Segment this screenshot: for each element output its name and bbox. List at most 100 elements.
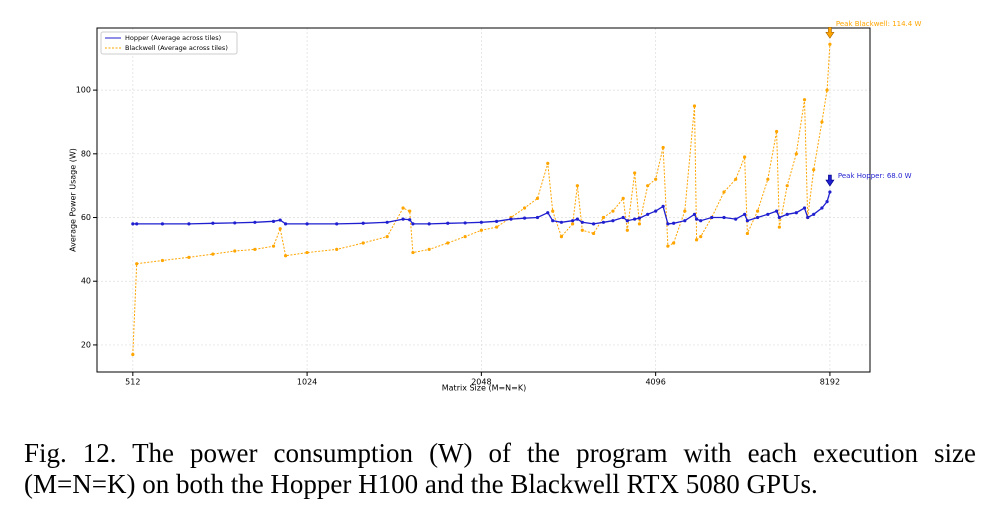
point-marker — [734, 217, 738, 221]
point-marker — [646, 212, 650, 216]
point-marker — [575, 184, 579, 188]
point-marker — [479, 220, 483, 224]
point-marker — [745, 219, 749, 223]
point-marker — [722, 190, 726, 194]
point-marker — [211, 252, 215, 256]
point-marker — [305, 222, 309, 226]
point-marker — [401, 206, 405, 210]
point-marker — [766, 212, 770, 216]
point-marker — [828, 190, 832, 194]
point-marker — [775, 209, 779, 213]
series-line — [132, 191, 831, 225]
point-marker — [427, 247, 431, 251]
chart: Matrix Size (M=N=K) Average Power Usage … — [69, 20, 922, 393]
y-axis-label: Average Power Usage (W) — [69, 148, 78, 252]
point-marker — [625, 219, 629, 223]
point-marker — [522, 206, 527, 210]
point-marker — [710, 215, 714, 220]
point-marker — [408, 218, 412, 222]
point-marker — [812, 168, 816, 172]
point-marker — [535, 215, 540, 220]
point-marker — [611, 209, 615, 213]
point-marker — [601, 215, 606, 220]
point-marker — [408, 209, 412, 213]
point-marker — [361, 221, 365, 225]
point-marker — [621, 215, 625, 220]
point-marker — [637, 216, 642, 220]
point-marker — [743, 155, 747, 159]
point-marker — [661, 145, 665, 150]
point-marker — [335, 222, 339, 226]
point-marker — [233, 221, 237, 225]
point-marker — [283, 222, 288, 226]
caption: Fig. 12. The power consumption (W) of th… — [24, 438, 976, 499]
point-marker — [683, 219, 687, 223]
point-marker — [646, 184, 650, 188]
series-line — [132, 44, 831, 355]
point-marker — [794, 152, 798, 156]
point-marker — [785, 184, 789, 188]
point-marker — [559, 235, 564, 239]
point-marker — [637, 222, 642, 226]
point-marker — [479, 228, 483, 232]
point-marker — [766, 177, 770, 181]
y-tick-label: 60 — [81, 213, 91, 222]
point-marker — [233, 249, 237, 253]
point-marker — [633, 171, 637, 175]
point-marker — [699, 235, 703, 239]
point-marker — [785, 212, 789, 216]
point-marker — [385, 235, 389, 239]
point-marker — [654, 177, 658, 181]
x-tick-label: 1024 — [297, 378, 317, 387]
point-marker — [802, 206, 807, 210]
point-marker — [551, 219, 555, 223]
point-marker — [571, 222, 575, 226]
point-marker — [672, 221, 676, 225]
point-marker — [825, 88, 829, 92]
point-marker — [463, 235, 467, 239]
point-marker — [621, 196, 625, 201]
x-tick-label: 8192 — [820, 378, 840, 387]
point-marker — [777, 215, 781, 220]
point-marker — [446, 221, 450, 225]
point-marker — [559, 220, 564, 224]
point-marker — [591, 222, 596, 226]
x-axis-label: Matrix Size (M=N=K) — [442, 384, 526, 393]
annotation-arrow — [825, 174, 835, 187]
point-marker — [253, 247, 257, 251]
y-tick-label: 100 — [76, 86, 91, 95]
point-marker — [794, 211, 798, 215]
point-marker — [812, 212, 816, 216]
point-marker — [551, 209, 555, 213]
point-marker — [335, 247, 339, 251]
point-marker — [463, 221, 467, 225]
point-marker — [591, 231, 596, 236]
point-marker — [611, 219, 615, 223]
point-marker — [495, 225, 499, 229]
y-tick-label: 20 — [81, 340, 91, 349]
point-marker — [601, 220, 606, 224]
point-marker — [777, 225, 781, 229]
point-marker — [546, 161, 550, 165]
point-marker — [411, 250, 415, 255]
point-marker — [654, 209, 658, 213]
legend-box — [100, 31, 238, 55]
point-marker — [666, 244, 670, 248]
point-marker — [546, 211, 550, 215]
point-marker — [828, 42, 832, 46]
point-marker — [495, 219, 499, 223]
plot-area — [97, 28, 870, 372]
point-marker — [825, 199, 829, 204]
point-marker — [401, 217, 405, 221]
point-marker — [692, 212, 697, 216]
point-marker — [131, 352, 135, 357]
point-marker — [305, 250, 309, 255]
point-marker — [361, 241, 365, 245]
point-marker — [694, 238, 699, 242]
point-marker — [755, 209, 760, 213]
point-marker — [661, 204, 665, 208]
point-marker — [745, 231, 749, 236]
point-marker — [743, 212, 747, 216]
legend-label: Blackwell (Average across tiles) — [125, 44, 228, 52]
